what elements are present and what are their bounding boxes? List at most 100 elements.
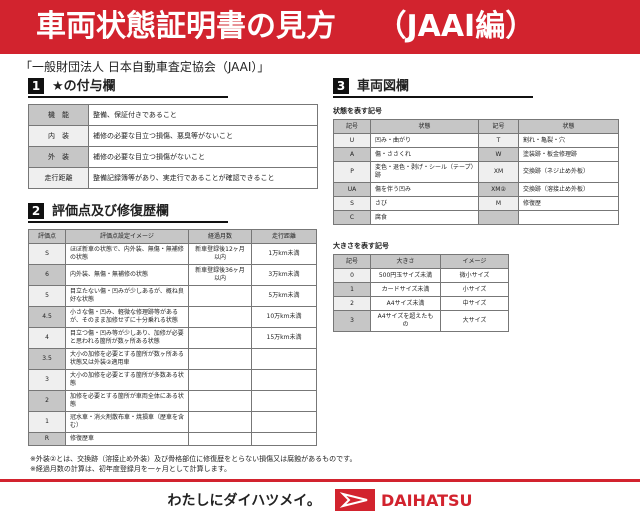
table-cell: 1 bbox=[28, 411, 66, 433]
table-row: 走行距離 整備記録簿等があり、実走行であることが確認できること bbox=[28, 167, 318, 189]
table-cell: P bbox=[333, 161, 371, 183]
section-3-heading: 3 車両図欄 bbox=[333, 78, 533, 98]
note: ※経過月数の計算は、初年度登録月を一ヶ月として計算します。 bbox=[30, 465, 231, 473]
table-cell: XM② bbox=[478, 182, 519, 197]
column-header: 経過月数 bbox=[188, 229, 252, 244]
table-cell: 小さな傷・凹み、軽微な修理跡等があるが、そのまま加修せずに十分乗れる状態 bbox=[65, 306, 189, 328]
table-cell: 6 bbox=[28, 264, 66, 286]
size-symbol-label: 大きさを表す記号 bbox=[333, 242, 389, 250]
table-cell bbox=[188, 348, 252, 370]
table-cell: 1万km未満 bbox=[251, 243, 317, 265]
table-row: C 腐食 bbox=[333, 210, 619, 225]
table-cell: 割れ・亀裂・穴 bbox=[518, 133, 619, 148]
header-row: 評価点 評価点設定イメージ 経過月数 走行距離 bbox=[28, 229, 317, 244]
table-cell: 3 bbox=[28, 369, 66, 391]
table-cell: C bbox=[333, 210, 371, 225]
table-cell: ほぼ新車の状態で、内外装、無傷・無補修の状態 bbox=[65, 243, 189, 265]
table-cell bbox=[188, 432, 252, 446]
table-cell: 目立つ傷・凹み等が少しあり、加修が必要と思われる箇所が数ヶ所ある状態 bbox=[65, 327, 189, 349]
table-cell bbox=[188, 411, 252, 433]
table-cell: 修復歴車 bbox=[65, 432, 189, 446]
table-cell: W bbox=[478, 147, 519, 162]
table-row: 3 大小の加修を必要とする箇所が多数ある状態 bbox=[28, 369, 317, 391]
column-header: 記号 bbox=[478, 119, 519, 134]
organization-name: 「一般財団法人 日本自動車査定協会（JAAI）」 bbox=[20, 60, 270, 74]
table-cell: 3.5 bbox=[28, 348, 66, 370]
table-row: 3.5 大小の加修を必要とする箇所が数ヶ所ある状態又は外装②適用車 bbox=[28, 348, 317, 370]
table-cell: 中サイズ bbox=[440, 296, 509, 311]
table-cell: 修復歴 bbox=[518, 196, 619, 211]
table-row: 5 目立たない傷・凹みが少しあるが、概ね良好な状態 5万km未満 bbox=[28, 285, 317, 307]
column-header: 記号 bbox=[333, 119, 371, 134]
table-cell bbox=[478, 210, 519, 225]
grade-table: 評価点 評価点設定イメージ 経過月数 走行距離 S ほぼ新車の状態で、内外装、無傷・無補修… bbox=[28, 229, 317, 446]
table-row: S さび M 修復歴 bbox=[333, 196, 619, 211]
section-number: 1 bbox=[28, 78, 44, 94]
footer: わたしにダイハツメイ。 DAIHATSU bbox=[0, 482, 640, 518]
table-cell: 補修の必要な目立つ損傷がないこと bbox=[88, 146, 318, 168]
table-row: UA 傷を伴う凹み XM② 交換跡（溶接止め外板） bbox=[333, 182, 619, 197]
table-cell: 10万km未満 bbox=[251, 306, 317, 328]
table-cell: 新車登録後36ヶ月以内 bbox=[188, 264, 252, 286]
table-cell: A bbox=[333, 147, 371, 162]
table-row: 1 カードサイズ未満 小サイズ bbox=[333, 282, 509, 297]
table-cell bbox=[188, 306, 252, 328]
state-symbol-label: 状態を表す記号 bbox=[333, 107, 382, 115]
content-columns: 1 ★の付与欄 機 能整備、保証付きであること内 装補修の必要な目立つ損傷、悪臭等… bbox=[0, 78, 640, 446]
table-cell: 傷・ささくれ bbox=[370, 147, 479, 162]
spacer bbox=[333, 225, 618, 239]
state-symbol-table: 記号 状態 記号 状態 U 凹み・曲がり T 割れ・亀裂・穴 A 傷・ささくれ W 塗装跡・板金修理跡… bbox=[333, 119, 619, 225]
table-cell: 微小サイズ bbox=[440, 268, 509, 283]
daihatsu-logo-icon bbox=[334, 489, 375, 511]
header-row: 記号 大きさ イメージ bbox=[333, 254, 509, 269]
table-row: 3 A4サイズを超えたもの 大サイズ bbox=[333, 310, 509, 332]
table-cell bbox=[188, 390, 252, 412]
table-cell: 整備記録簿等があり、実走行であることが確認できること bbox=[88, 167, 318, 189]
table-row: 内 装補修の必要な目立つ損傷、悪臭等がないこと bbox=[28, 125, 318, 147]
table-row: 4 目立つ傷・凹み等が少しあり、加修が必要と思われる箇所が数ヶ所ある状態 15万km… bbox=[28, 327, 317, 349]
brand-logo: DAIHATSU bbox=[334, 489, 473, 511]
table-cell: 0 bbox=[333, 268, 371, 283]
section-number: 3 bbox=[333, 78, 349, 94]
table-cell: 傷を伴う凹み bbox=[370, 182, 479, 197]
table-cell: 冠水車・消火剤散布車・焼損車（歴車を含む） bbox=[65, 411, 189, 433]
table-cell: M bbox=[478, 196, 519, 211]
left-column: 1 ★の付与欄 機 能整備、保証付きであること内 装補修の必要な目立つ損傷、悪臭等… bbox=[28, 78, 318, 446]
table-cell: 加修を必要とする箇所が車両全体にある状態 bbox=[65, 390, 189, 412]
table-cell: R bbox=[28, 432, 66, 446]
section-title: 評価点及び修復歴欄 bbox=[52, 204, 170, 219]
table-cell: 3 bbox=[333, 310, 371, 332]
table-row: U 凹み・曲がり T 割れ・亀裂・穴 bbox=[333, 133, 619, 148]
column-header: 評価点 bbox=[28, 229, 66, 244]
table-cell: 1 bbox=[333, 282, 371, 297]
section-number: 2 bbox=[28, 203, 44, 219]
table-cell: 凹み・曲がり bbox=[370, 133, 479, 148]
table-cell bbox=[518, 210, 619, 225]
table-cell: 2 bbox=[28, 390, 66, 412]
table-cell: 走行距離 bbox=[28, 167, 89, 189]
table-cell: 3万km未満 bbox=[251, 264, 317, 286]
table-cell: S bbox=[28, 243, 66, 265]
table-cell: 塗装跡・板金修理跡 bbox=[518, 147, 619, 162]
table-cell: 500円玉サイズ未満 bbox=[370, 268, 441, 283]
right-column: 3 車両図欄 状態を表す記号 記号 状態 記号 状態 U 凹み・曲がり T 割れ・亀裂・穴 A 傷・… bbox=[333, 78, 619, 446]
slogan-logo: わたしにダイハツメイ。 bbox=[167, 493, 321, 509]
brand-name: DAIHATSU bbox=[380, 490, 473, 510]
table-row: 2 加修を必要とする箇所が車両全体にある状態 bbox=[28, 390, 317, 412]
table-cell: 15万km未満 bbox=[251, 327, 317, 349]
section-2-heading: 2 評価点及び修復歴欄 bbox=[28, 203, 228, 223]
section-title: ★の付与欄 bbox=[52, 79, 116, 94]
table-cell bbox=[251, 369, 317, 391]
table-row: 0 500円玉サイズ未満 微小サイズ bbox=[333, 268, 509, 283]
section-title: 車両図欄 bbox=[357, 79, 410, 94]
table-cell: 補修の必要な目立つ損傷、悪臭等がないこと bbox=[88, 125, 318, 147]
table-cell: T bbox=[478, 133, 519, 148]
table-row: 2 A4サイズ未満 中サイズ bbox=[333, 296, 509, 311]
table-cell: A4サイズを超えたもの bbox=[370, 310, 441, 332]
table-cell: 内外装、無傷・無補修の状態 bbox=[65, 264, 189, 286]
table-cell: 内 装 bbox=[28, 125, 89, 147]
table-row: 4.5 小さな傷・凹み、軽微な修理跡等があるが、そのまま加修せずに十分乗れる状態 1… bbox=[28, 306, 317, 328]
table-row: S ほぼ新車の状態で、内外装、無傷・無補修の状態 新車登録後12ヶ月以内 1万km未満 bbox=[28, 243, 317, 265]
table-cell: さび bbox=[370, 196, 479, 211]
table-row: P 変色・退色・剥げ・シール（テープ）跡 XM 交換跡（ネジ止め外板） bbox=[333, 161, 619, 183]
